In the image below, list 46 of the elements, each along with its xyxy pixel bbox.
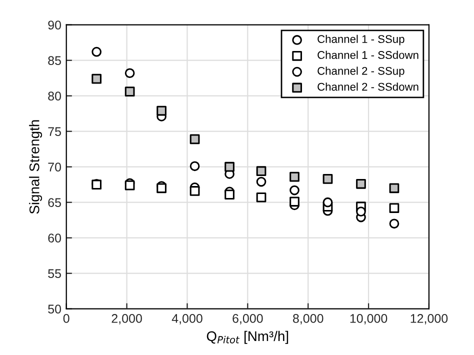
point — [389, 183, 400, 194]
x-tick-label: 4,000 — [172, 314, 202, 324]
x-tick-label: 2,000 — [112, 314, 142, 324]
x-tick-label: 10,000 — [350, 314, 388, 324]
x-tick-label: 6,000 — [232, 314, 263, 324]
x-tick-label: 12,000 — [410, 314, 448, 324]
point — [224, 190, 234, 200]
point — [92, 74, 102, 84]
legend-label: Channel 2 - SSup — [318, 66, 404, 78]
x-axis-title: Q$_{Pitot}$ [Nm³/h] — [206, 330, 288, 344]
y-axis-title: Signal Strength — [29, 120, 42, 214]
point — [322, 197, 333, 208]
legend-label: Channel 1 - SSdown — [318, 50, 418, 59]
legend-label: Channel 2 - SSdown — [318, 82, 418, 91]
point — [190, 134, 200, 144]
point — [290, 185, 300, 196]
point — [156, 183, 166, 194]
y-tick-label: 90 — [48, 20, 62, 30]
point — [256, 192, 266, 202]
point — [356, 178, 366, 189]
point — [92, 46, 102, 57]
point — [190, 161, 200, 172]
point — [290, 172, 300, 182]
point — [190, 186, 200, 196]
point — [124, 68, 135, 78]
point — [124, 86, 135, 97]
point — [389, 203, 400, 213]
y-tick-label: 60 — [48, 234, 62, 242]
y-tick-label: 55 — [48, 269, 61, 278]
y-tick-label: 50 — [48, 304, 62, 314]
point — [389, 218, 400, 229]
point — [156, 106, 166, 116]
y-tick-label: 80 — [48, 92, 62, 100]
point — [224, 162, 234, 172]
y-tick-label: 65 — [48, 198, 61, 207]
y-tick-label: 75 — [48, 127, 61, 136]
y-tick-label: 85 — [48, 56, 61, 65]
point — [256, 176, 266, 187]
point — [256, 166, 266, 176]
legend-label: Channel 1 - SSup — [318, 34, 404, 46]
x-tick-label: 8,000 — [293, 314, 324, 324]
point — [290, 196, 300, 207]
y-tick-label: 70 — [48, 162, 62, 172]
x-tick-label: 0 — [63, 314, 70, 323]
point — [322, 174, 333, 184]
point — [356, 206, 366, 217]
